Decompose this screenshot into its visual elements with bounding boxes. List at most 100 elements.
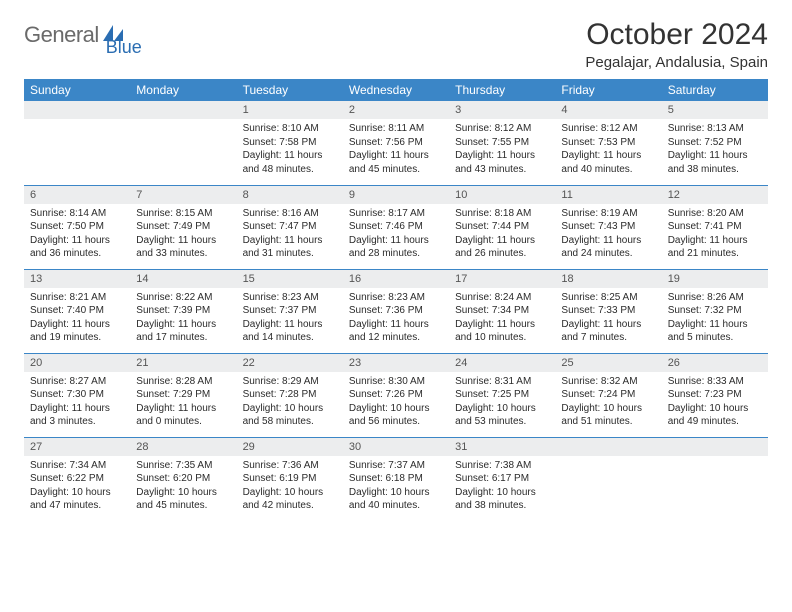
- day-content: Sunrise: 8:32 AMSunset: 7:24 PMDaylight:…: [555, 372, 661, 435]
- sunset-text: Sunset: 7:30 PM: [30, 388, 124, 402]
- day-content: Sunrise: 8:22 AMSunset: 7:39 PMDaylight:…: [130, 288, 236, 351]
- daylight-text: Daylight: 11 hours and 48 minutes.: [243, 149, 337, 176]
- daylight-text: Daylight: 11 hours and 21 minutes.: [668, 234, 762, 261]
- sunrise-text: Sunrise: 8:19 AM: [561, 207, 655, 221]
- day-cell: 17Sunrise: 8:24 AMSunset: 7:34 PMDayligh…: [449, 269, 555, 353]
- day-content: Sunrise: 8:17 AMSunset: 7:46 PMDaylight:…: [343, 204, 449, 267]
- day-number-bar: 28: [130, 438, 236, 456]
- daylight-text: Daylight: 11 hours and 36 minutes.: [30, 234, 124, 261]
- week-row: 27Sunrise: 7:34 AMSunset: 6:22 PMDayligh…: [24, 437, 768, 521]
- day-content: Sunrise: 8:26 AMSunset: 7:32 PMDaylight:…: [662, 288, 768, 351]
- daylight-text: Daylight: 11 hours and 10 minutes.: [455, 318, 549, 345]
- day-content: Sunrise: 8:20 AMSunset: 7:41 PMDaylight:…: [662, 204, 768, 267]
- day-content: Sunrise: 8:31 AMSunset: 7:25 PMDaylight:…: [449, 372, 555, 435]
- day-cell: 14Sunrise: 8:22 AMSunset: 7:39 PMDayligh…: [130, 269, 236, 353]
- daylight-text: Daylight: 10 hours and 53 minutes.: [455, 402, 549, 429]
- day-cell: [24, 101, 130, 185]
- daylight-text: Daylight: 10 hours and 51 minutes.: [561, 402, 655, 429]
- sunrise-text: Sunrise: 8:26 AM: [668, 291, 762, 305]
- sunrise-text: Sunrise: 8:13 AM: [668, 122, 762, 136]
- day-number-bar: 22: [237, 354, 343, 372]
- calendar-page: General Blue October 2024 Pegalajar, And…: [0, 0, 792, 539]
- sunset-text: Sunset: 6:19 PM: [243, 472, 337, 486]
- sunset-text: Sunset: 7:53 PM: [561, 136, 655, 150]
- daylight-text: Daylight: 11 hours and 5 minutes.: [668, 318, 762, 345]
- daylight-text: Daylight: 11 hours and 38 minutes.: [668, 149, 762, 176]
- sunrise-text: Sunrise: 8:29 AM: [243, 375, 337, 389]
- sunrise-text: Sunrise: 7:34 AM: [30, 459, 124, 473]
- day-cell: 5Sunrise: 8:13 AMSunset: 7:52 PMDaylight…: [662, 101, 768, 185]
- day-content: Sunrise: 8:21 AMSunset: 7:40 PMDaylight:…: [24, 288, 130, 351]
- daylight-text: Daylight: 10 hours and 40 minutes.: [349, 486, 443, 513]
- sunset-text: Sunset: 7:39 PM: [136, 304, 230, 318]
- day-cell: 26Sunrise: 8:33 AMSunset: 7:23 PMDayligh…: [662, 353, 768, 437]
- day-number-bar: 26: [662, 354, 768, 372]
- day-number-bar: 11: [555, 186, 661, 204]
- sunrise-text: Sunrise: 8:22 AM: [136, 291, 230, 305]
- day-number-bar: 4: [555, 101, 661, 119]
- daylight-text: Daylight: 11 hours and 26 minutes.: [455, 234, 549, 261]
- sunset-text: Sunset: 7:41 PM: [668, 220, 762, 234]
- day-number-bar: 14: [130, 270, 236, 288]
- day-number-bar: 27: [24, 438, 130, 456]
- day-content: Sunrise: 8:15 AMSunset: 7:49 PMDaylight:…: [130, 204, 236, 267]
- daylight-text: Daylight: 11 hours and 14 minutes.: [243, 318, 337, 345]
- day-number-bar: 23: [343, 354, 449, 372]
- calendar-table: Sunday Monday Tuesday Wednesday Thursday…: [24, 79, 768, 521]
- sunrise-text: Sunrise: 7:37 AM: [349, 459, 443, 473]
- daylight-text: Daylight: 11 hours and 28 minutes.: [349, 234, 443, 261]
- week-row: 20Sunrise: 8:27 AMSunset: 7:30 PMDayligh…: [24, 353, 768, 437]
- day-content: Sunrise: 7:34 AMSunset: 6:22 PMDaylight:…: [24, 456, 130, 519]
- day-cell: [130, 101, 236, 185]
- day-content: Sunrise: 8:12 AMSunset: 7:55 PMDaylight:…: [449, 119, 555, 182]
- daylight-text: Daylight: 11 hours and 7 minutes.: [561, 318, 655, 345]
- day-cell: 13Sunrise: 8:21 AMSunset: 7:40 PMDayligh…: [24, 269, 130, 353]
- day-number-bar: 10: [449, 186, 555, 204]
- day-cell: 21Sunrise: 8:28 AMSunset: 7:29 PMDayligh…: [130, 353, 236, 437]
- daylight-text: Daylight: 11 hours and 12 minutes.: [349, 318, 443, 345]
- sunrise-text: Sunrise: 8:33 AM: [668, 375, 762, 389]
- title-block: October 2024 Pegalajar, Andalusia, Spain: [585, 18, 768, 71]
- day-cell: 20Sunrise: 8:27 AMSunset: 7:30 PMDayligh…: [24, 353, 130, 437]
- day-cell: 9Sunrise: 8:17 AMSunset: 7:46 PMDaylight…: [343, 185, 449, 269]
- sunset-text: Sunset: 7:23 PM: [668, 388, 762, 402]
- day-number-bar: 29: [237, 438, 343, 456]
- sunset-text: Sunset: 7:25 PM: [455, 388, 549, 402]
- sunrise-text: Sunrise: 8:23 AM: [349, 291, 443, 305]
- day-number-bar: 20: [24, 354, 130, 372]
- logo-text-blue: Blue: [106, 37, 142, 58]
- sunrise-text: Sunrise: 7:35 AM: [136, 459, 230, 473]
- day-cell: 16Sunrise: 8:23 AMSunset: 7:36 PMDayligh…: [343, 269, 449, 353]
- day-cell: 3Sunrise: 8:12 AMSunset: 7:55 PMDaylight…: [449, 101, 555, 185]
- day-cell: 4Sunrise: 8:12 AMSunset: 7:53 PMDaylight…: [555, 101, 661, 185]
- sunset-text: Sunset: 7:43 PM: [561, 220, 655, 234]
- daylight-text: Daylight: 11 hours and 3 minutes.: [30, 402, 124, 429]
- sunrise-text: Sunrise: 8:25 AM: [561, 291, 655, 305]
- day-cell: 18Sunrise: 8:25 AMSunset: 7:33 PMDayligh…: [555, 269, 661, 353]
- day-number-bar: 9: [343, 186, 449, 204]
- day-number-bar: [24, 101, 130, 119]
- sunrise-text: Sunrise: 8:24 AM: [455, 291, 549, 305]
- header: General Blue October 2024 Pegalajar, And…: [24, 18, 768, 71]
- sunrise-text: Sunrise: 7:38 AM: [455, 459, 549, 473]
- sunrise-text: Sunrise: 8:11 AM: [349, 122, 443, 136]
- day-number-bar: 24: [449, 354, 555, 372]
- day-cell: 11Sunrise: 8:19 AMSunset: 7:43 PMDayligh…: [555, 185, 661, 269]
- day-cell: 15Sunrise: 8:23 AMSunset: 7:37 PMDayligh…: [237, 269, 343, 353]
- day-number-bar: 18: [555, 270, 661, 288]
- sunset-text: Sunset: 7:40 PM: [30, 304, 124, 318]
- day-number-bar: 1: [237, 101, 343, 119]
- day-header: Friday: [555, 79, 661, 101]
- day-number-bar: 21: [130, 354, 236, 372]
- day-cell: 27Sunrise: 7:34 AMSunset: 6:22 PMDayligh…: [24, 437, 130, 521]
- sunset-text: Sunset: 7:36 PM: [349, 304, 443, 318]
- day-cell: 25Sunrise: 8:32 AMSunset: 7:24 PMDayligh…: [555, 353, 661, 437]
- daylight-text: Daylight: 10 hours and 42 minutes.: [243, 486, 337, 513]
- day-content: Sunrise: 7:38 AMSunset: 6:17 PMDaylight:…: [449, 456, 555, 519]
- day-content: Sunrise: 8:30 AMSunset: 7:26 PMDaylight:…: [343, 372, 449, 435]
- day-cell: [662, 437, 768, 521]
- sunrise-text: Sunrise: 8:14 AM: [30, 207, 124, 221]
- day-content: Sunrise: 8:14 AMSunset: 7:50 PMDaylight:…: [24, 204, 130, 267]
- day-number-bar: 30: [343, 438, 449, 456]
- day-number-bar: 3: [449, 101, 555, 119]
